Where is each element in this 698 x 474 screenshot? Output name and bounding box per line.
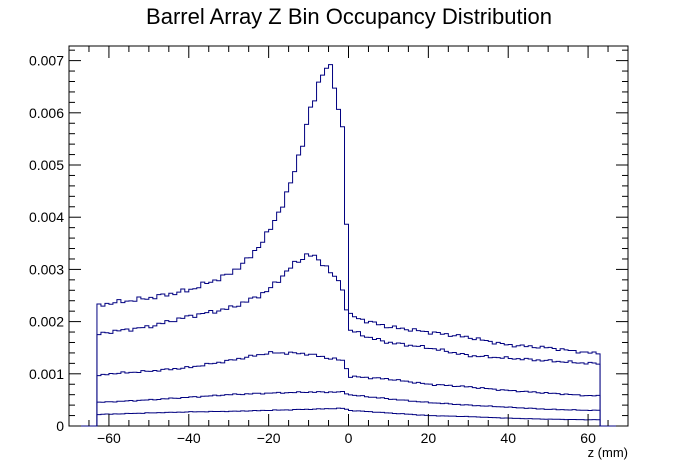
x-tick-label: −60 — [97, 430, 121, 446]
x-tick-label: −20 — [257, 430, 281, 446]
x-tick-label: 40 — [500, 430, 516, 446]
y-tick-label: 0.006 — [29, 105, 64, 121]
x-tick-label: 0 — [345, 430, 353, 446]
histogram-series-2 — [69, 253, 628, 427]
x-tick-label: 60 — [580, 430, 596, 446]
y-tick-label: 0.005 — [29, 157, 64, 173]
y-tick-label: 0.002 — [29, 314, 64, 330]
x-tick-label: 20 — [421, 430, 437, 446]
histogram-series-3 — [69, 351, 628, 427]
y-tick-label: 0.007 — [29, 53, 64, 69]
histogram-series-4 — [69, 391, 628, 427]
chart-title: Barrel Array Z Bin Occupancy Distributio… — [146, 4, 552, 29]
x-axis-label: z (mm) — [588, 445, 628, 460]
y-tick-label: 0 — [56, 418, 64, 434]
x-tick-label: −40 — [177, 430, 201, 446]
histogram-series-5 — [69, 407, 628, 427]
y-tick-label: 0.001 — [29, 366, 64, 382]
y-tick-label: 0.004 — [29, 209, 64, 225]
histogram-series-1 — [69, 64, 628, 427]
y-tick-label: 0.003 — [29, 261, 64, 277]
